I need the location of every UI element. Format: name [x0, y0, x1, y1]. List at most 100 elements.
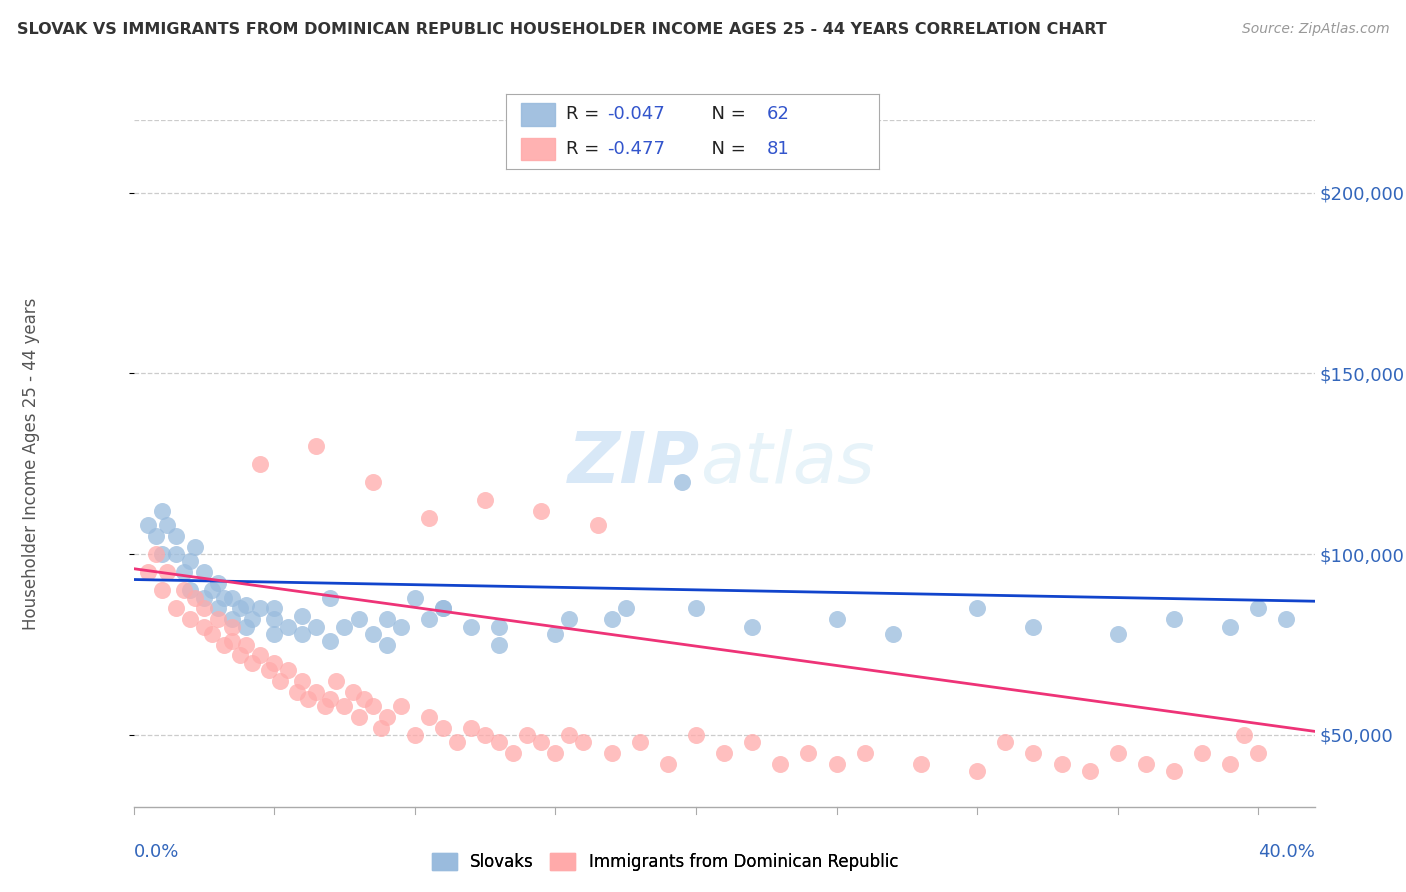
Point	[333, 619, 356, 633]
Point	[291, 626, 314, 640]
Point	[671, 475, 693, 489]
Point	[165, 529, 187, 543]
Point	[446, 735, 468, 749]
Point	[910, 756, 932, 771]
Text: 62: 62	[768, 105, 790, 123]
Point	[257, 663, 280, 677]
Point	[353, 691, 375, 706]
Point	[221, 619, 243, 633]
Point	[319, 634, 342, 648]
Point	[797, 746, 820, 760]
Point	[277, 663, 299, 677]
Point	[347, 612, 370, 626]
Point	[347, 710, 370, 724]
Point	[474, 728, 496, 742]
Text: -0.047: -0.047	[607, 105, 665, 123]
Point	[474, 493, 496, 508]
Point	[319, 591, 342, 605]
Point	[1107, 626, 1129, 640]
Point	[375, 638, 398, 652]
Point	[263, 656, 285, 670]
Point	[235, 638, 257, 652]
Point	[145, 547, 167, 561]
Point	[966, 764, 988, 778]
Point	[825, 756, 848, 771]
Point	[418, 511, 440, 525]
Point	[305, 684, 328, 698]
Point	[361, 626, 384, 640]
Point	[825, 612, 848, 626]
Text: N =: N =	[700, 140, 751, 158]
Point	[305, 439, 328, 453]
Point	[370, 721, 392, 735]
Point	[375, 612, 398, 626]
Point	[319, 691, 342, 706]
Point	[184, 591, 207, 605]
Point	[530, 504, 553, 518]
Point	[558, 728, 581, 742]
Bar	[522, 103, 554, 126]
Point	[741, 619, 763, 633]
Point	[235, 619, 257, 633]
Point	[1233, 728, 1256, 742]
Text: R =: R =	[565, 140, 605, 158]
Point	[173, 566, 195, 580]
Point	[263, 626, 285, 640]
Point	[375, 710, 398, 724]
Point	[1163, 764, 1185, 778]
Point	[325, 673, 347, 688]
Point	[460, 721, 482, 735]
Point	[235, 598, 257, 612]
Point	[530, 735, 553, 749]
Point	[184, 540, 207, 554]
Point	[769, 756, 792, 771]
Point	[1247, 746, 1270, 760]
Point	[269, 673, 291, 688]
Point	[221, 634, 243, 648]
Point	[136, 518, 159, 533]
Point	[150, 504, 173, 518]
Point	[361, 475, 384, 489]
Point	[432, 721, 454, 735]
Point	[207, 612, 229, 626]
Point	[1219, 619, 1241, 633]
Point	[488, 638, 510, 652]
Point	[193, 619, 215, 633]
Point	[432, 601, 454, 615]
Point	[1163, 612, 1185, 626]
Point	[240, 612, 263, 626]
Point	[685, 728, 707, 742]
Point	[994, 735, 1017, 749]
Point	[263, 601, 285, 615]
Point	[229, 601, 252, 615]
Text: N =: N =	[700, 105, 751, 123]
Text: ZIP: ZIP	[568, 429, 700, 499]
Text: Householder Income Ages 25 - 44 years: Householder Income Ages 25 - 44 years	[22, 298, 39, 630]
Point	[156, 566, 179, 580]
Point	[207, 576, 229, 591]
Point	[853, 746, 876, 760]
Text: 81: 81	[768, 140, 790, 158]
Point	[418, 710, 440, 724]
Point	[685, 601, 707, 615]
Point	[212, 638, 235, 652]
Point	[297, 691, 319, 706]
Point	[249, 457, 271, 471]
Point	[145, 529, 167, 543]
Point	[600, 746, 623, 760]
Point	[240, 656, 263, 670]
Point	[229, 648, 252, 663]
Point	[249, 601, 271, 615]
Point	[1022, 619, 1045, 633]
Text: SLOVAK VS IMMIGRANTS FROM DOMINICAN REPUBLIC HOUSEHOLDER INCOME AGES 25 - 44 YEA: SLOVAK VS IMMIGRANTS FROM DOMINICAN REPU…	[17, 22, 1107, 37]
Point	[404, 591, 426, 605]
Point	[193, 566, 215, 580]
Point	[165, 547, 187, 561]
Point	[212, 591, 235, 605]
Point	[1135, 756, 1157, 771]
Point	[614, 601, 637, 615]
Point	[1050, 756, 1073, 771]
Point	[418, 612, 440, 626]
Point	[432, 601, 454, 615]
Point	[277, 619, 299, 633]
